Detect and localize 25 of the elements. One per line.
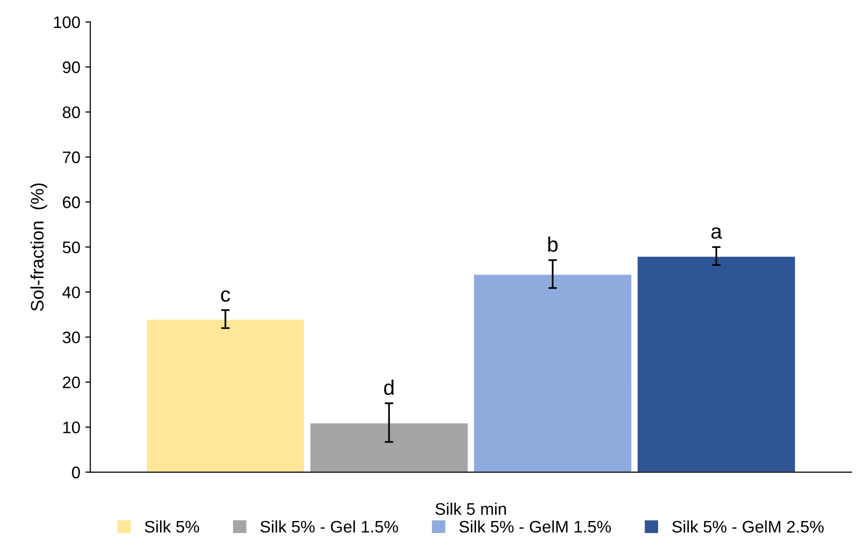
y-tick-label: 60 <box>62 196 80 208</box>
annotation: c <box>221 290 230 302</box>
legend-label: Silk 5% <box>144 520 200 533</box>
bar <box>636 255 796 472</box>
bar <box>472 273 633 472</box>
y-tick-label: 90 <box>62 61 80 74</box>
bar <box>145 318 306 472</box>
legend-label: Silk 5% - Gel 1.5% <box>260 520 398 533</box>
legend-label: Silk 5% - GelM 1.5% <box>459 520 611 533</box>
legend-label: Silk 5% - GelM 2.5% <box>672 520 824 533</box>
annotation: d <box>384 380 394 395</box>
y-axis-title: Sol-fraction (%) <box>30 183 48 311</box>
y-tick-label: 10 <box>63 422 80 434</box>
y-tick-label: 30 <box>62 331 80 344</box>
y-tick-label: 80 <box>62 106 80 118</box>
y-tick-label: 40 <box>62 286 80 298</box>
x-tick-label: Silk 5 min <box>435 502 506 515</box>
annotation: b <box>548 236 558 252</box>
y-tick-label: 0 <box>72 466 80 478</box>
annotation: a <box>711 227 722 239</box>
y-tick-label: 70 <box>62 151 80 164</box>
y-tick-label: 50 <box>62 241 80 254</box>
y-tick-label: 100 <box>54 16 80 28</box>
bar <box>308 422 470 472</box>
y-tick-label: 20 <box>62 376 80 388</box>
